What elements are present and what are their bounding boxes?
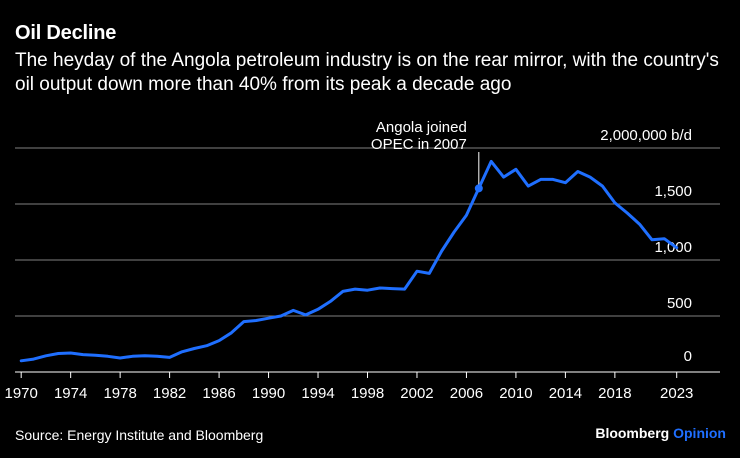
x-axis-ticks: 1970 1974 1978 1982 1986 1990 1994 1998 2002 2006… (4, 372, 693, 402)
x-tick-label: 1998 (351, 385, 384, 402)
y-tick-label: 1,500 (654, 183, 692, 200)
annotation-text: OPEC in 2007 (371, 136, 467, 153)
x-tick-label: 2014 (549, 385, 582, 402)
y-tick-label: 0 (684, 348, 692, 365)
x-tick-label: 1994 (301, 385, 334, 402)
source-note: Source: Energy Institute and Bloomberg (15, 427, 264, 443)
x-tick-label: 2002 (400, 385, 433, 402)
x-tick-label: 1978 (103, 385, 136, 402)
x-tick-label: 2010 (499, 385, 532, 402)
brand-suffix: Opinion (673, 425, 726, 441)
x-tick-label: 2006 (450, 385, 483, 402)
x-tick-label: 1990 (252, 385, 285, 402)
annotation-marker (474, 184, 483, 193)
y-tick-label: 500 (667, 295, 692, 312)
brand-name: Bloomberg (595, 425, 670, 441)
gridlines (15, 147, 720, 373)
x-tick-label: 1986 (202, 385, 235, 402)
y-tick-label: 1,000 (654, 239, 692, 256)
y-axis-ticks: 0 500 1,000 1,500 2,000,000 b/d (600, 127, 692, 365)
x-tick-label: 1982 (153, 385, 186, 402)
x-tick-label: 2018 (598, 385, 631, 402)
x-tick-label: 2023 (660, 385, 693, 402)
chart-subtitle: The heyday of the Angola petroleum indus… (15, 50, 719, 95)
annotation-text: Angola joined (376, 119, 467, 136)
series-line-oil-output (19, 159, 679, 363)
series-layer (19, 159, 679, 363)
x-tick-label: 1974 (54, 385, 87, 402)
x-tick-label: 1970 (4, 385, 37, 402)
brand-logo: Bloomberg Opinion (595, 425, 726, 441)
y-tick-label: 2,000,000 b/d (600, 127, 692, 144)
chart-title: Oil Decline (15, 22, 117, 44)
